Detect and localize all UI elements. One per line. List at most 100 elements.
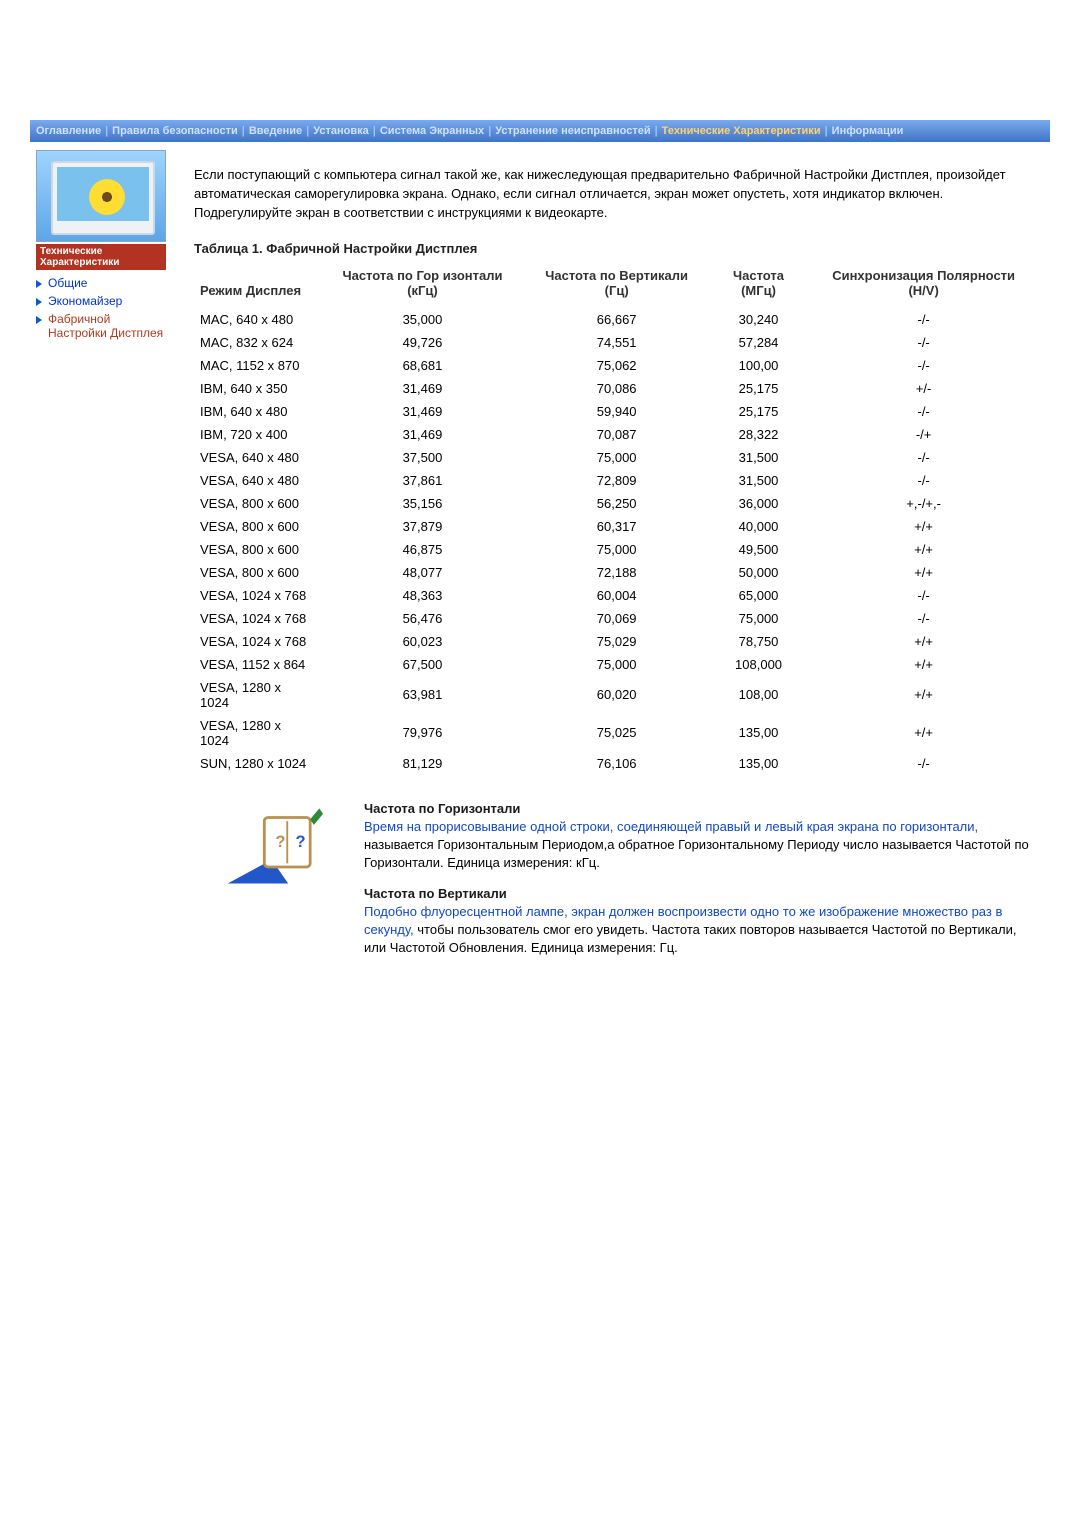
preset-modes-table: Режим Дисплея Частота по Гор изонтали (к… bbox=[194, 264, 1038, 775]
table-row: VESA, 800 x 60035,15656,25036,000+,-/+,- bbox=[194, 492, 1038, 515]
sidebar-item[interactable]: Общие bbox=[36, 276, 166, 290]
sidebar-item[interactable]: Фабричной Настройки Дистплея bbox=[36, 312, 166, 340]
table-row: VESA, 1280 x 102463,98160,020108,00+/+ bbox=[194, 676, 1038, 714]
top-nav-item[interactable]: Введение bbox=[249, 125, 302, 137]
hfreq-cell: 46,875 bbox=[319, 538, 525, 561]
mode-cell: VESA, 1152 x 864 bbox=[194, 653, 319, 676]
note-h-rest: называется Горизонтальным Периодом,а обр… bbox=[364, 837, 1029, 870]
clock-cell: 75,000 bbox=[708, 607, 809, 630]
table-row: VESA, 640 x 48037,86172,80931,500-/- bbox=[194, 469, 1038, 492]
note-v-rest: чтобы пользователь смог его увидеть. Час… bbox=[364, 922, 1016, 955]
clock-cell: 31,500 bbox=[708, 469, 809, 492]
top-nav-item[interactable]: Технические Характеристики bbox=[662, 125, 821, 137]
mode-cell: IBM, 720 x 400 bbox=[194, 423, 319, 446]
table-row: MAC, 832 x 62449,72674,55157,284-/- bbox=[194, 331, 1038, 354]
top-nav-item[interactable]: Информации bbox=[832, 125, 904, 137]
sync-cell: +,-/+,- bbox=[809, 492, 1038, 515]
hfreq-cell: 60,023 bbox=[319, 630, 525, 653]
sidebar: Технические Характеристики ОбщиеЭкономай… bbox=[30, 142, 170, 1012]
hfreq-cell: 79,976 bbox=[319, 714, 525, 752]
note-v-body: Подобно флуоресцентной лампе, экран долж… bbox=[364, 903, 1038, 958]
hfreq-cell: 56,476 bbox=[319, 607, 525, 630]
hfreq-cell: 31,469 bbox=[319, 400, 525, 423]
table-row: SUN, 1280 x 102481,12976,106135,00-/- bbox=[194, 752, 1038, 775]
sidebar-thumbnail bbox=[36, 150, 166, 242]
sync-cell: -/- bbox=[809, 354, 1038, 377]
sync-cell: +/+ bbox=[809, 676, 1038, 714]
vfreq-cell: 76,106 bbox=[526, 752, 708, 775]
hfreq-cell: 37,500 bbox=[319, 446, 525, 469]
table-row: VESA, 1024 x 76860,02375,02978,750+/+ bbox=[194, 630, 1038, 653]
mode-cell: VESA, 1280 x 1024 bbox=[194, 714, 319, 752]
table-row: VESA, 1280 x 102479,97675,025135,00+/+ bbox=[194, 714, 1038, 752]
clock-cell: 25,175 bbox=[708, 377, 809, 400]
top-nav-item[interactable]: Устранение неисправностей bbox=[495, 125, 650, 137]
clock-cell: 78,750 bbox=[708, 630, 809, 653]
hfreq-cell: 48,363 bbox=[319, 584, 525, 607]
mode-cell: VESA, 800 x 600 bbox=[194, 561, 319, 584]
clock-cell: 108,00 bbox=[708, 676, 809, 714]
clock-cell: 40,000 bbox=[708, 515, 809, 538]
mode-cell: VESA, 1280 x 1024 bbox=[194, 676, 319, 714]
clock-cell: 135,00 bbox=[708, 752, 809, 775]
nav-separator: | bbox=[825, 125, 828, 137]
table-row: IBM, 640 x 48031,46959,94025,175-/- bbox=[194, 400, 1038, 423]
hfreq-cell: 48,077 bbox=[319, 561, 525, 584]
table-row: VESA, 1152 x 86467,50075,000108,000+/+ bbox=[194, 653, 1038, 676]
clock-cell: 31,500 bbox=[708, 446, 809, 469]
mode-cell: VESA, 640 x 480 bbox=[194, 446, 319, 469]
hfreq-cell: 35,156 bbox=[319, 492, 525, 515]
sync-cell: +/+ bbox=[809, 515, 1038, 538]
nav-separator: | bbox=[655, 125, 658, 137]
top-nav-item[interactable]: Установка bbox=[313, 125, 369, 137]
table-title: Таблица 1. Фабричной Настройки Дистплея bbox=[194, 241, 1038, 256]
sync-cell: -/+ bbox=[809, 423, 1038, 446]
vfreq-cell: 70,086 bbox=[526, 377, 708, 400]
hfreq-cell: 37,879 bbox=[319, 515, 525, 538]
top-nav-item[interactable]: Система Экранных bbox=[380, 125, 484, 137]
sync-cell: -/- bbox=[809, 400, 1038, 423]
clock-cell: 49,500 bbox=[708, 538, 809, 561]
clock-cell: 50,000 bbox=[708, 561, 809, 584]
top-nav-item[interactable]: Оглавление bbox=[36, 125, 101, 137]
mode-cell: MAC, 832 x 624 bbox=[194, 331, 319, 354]
sync-cell: +/+ bbox=[809, 538, 1038, 561]
vfreq-cell: 75,062 bbox=[526, 354, 708, 377]
vfreq-cell: 75,029 bbox=[526, 630, 708, 653]
notes-section: ? ? Частота по Горизонтали Время на прор… bbox=[194, 801, 1038, 972]
arrow-icon bbox=[36, 298, 42, 306]
sync-cell: -/- bbox=[809, 584, 1038, 607]
clock-cell: 30,240 bbox=[708, 308, 809, 331]
vfreq-cell: 72,809 bbox=[526, 469, 708, 492]
hfreq-cell: 49,726 bbox=[319, 331, 525, 354]
clock-cell: 28,322 bbox=[708, 423, 809, 446]
table-row: VESA, 800 x 60037,87960,31740,000+/+ bbox=[194, 515, 1038, 538]
col-sync-header: Синхронизация Полярности (H/V) bbox=[809, 264, 1038, 308]
top-nav-item[interactable]: Правила безопасности bbox=[112, 125, 238, 137]
mode-cell: IBM, 640 x 350 bbox=[194, 377, 319, 400]
clock-cell: 65,000 bbox=[708, 584, 809, 607]
table-row: VESA, 800 x 60046,87575,00049,500+/+ bbox=[194, 538, 1038, 561]
vfreq-cell: 60,317 bbox=[526, 515, 708, 538]
mode-cell: VESA, 1024 x 768 bbox=[194, 630, 319, 653]
note-h-title: Частота по Горизонтали bbox=[364, 801, 1038, 816]
arrow-icon bbox=[36, 280, 42, 288]
mode-cell: VESA, 1024 x 768 bbox=[194, 607, 319, 630]
mode-cell: VESA, 800 x 600 bbox=[194, 515, 319, 538]
vfreq-cell: 59,940 bbox=[526, 400, 708, 423]
sidebar-item[interactable]: Экономайзер bbox=[36, 294, 166, 308]
nav-separator: | bbox=[306, 125, 309, 137]
vfreq-cell: 60,004 bbox=[526, 584, 708, 607]
hfreq-cell: 35,000 bbox=[319, 308, 525, 331]
sync-cell: +/+ bbox=[809, 630, 1038, 653]
table-row: IBM, 720 x 40031,46970,08728,322-/+ bbox=[194, 423, 1038, 446]
mode-cell: VESA, 1024 x 768 bbox=[194, 584, 319, 607]
note-h-body: Время на прорисовывание одной строки, со… bbox=[364, 818, 1038, 873]
intro-paragraph: Если поступающий с компьютера сигнал так… bbox=[194, 166, 1038, 223]
hfreq-cell: 68,681 bbox=[319, 354, 525, 377]
table-row: MAC, 640 x 48035,00066,66730,240-/- bbox=[194, 308, 1038, 331]
sync-cell: -/- bbox=[809, 469, 1038, 492]
vfreq-cell: 74,551 bbox=[526, 331, 708, 354]
sidebar-item-label: Фабричной Настройки Дистплея bbox=[48, 312, 166, 340]
table-row: VESA, 800 x 60048,07772,18850,000+/+ bbox=[194, 561, 1038, 584]
